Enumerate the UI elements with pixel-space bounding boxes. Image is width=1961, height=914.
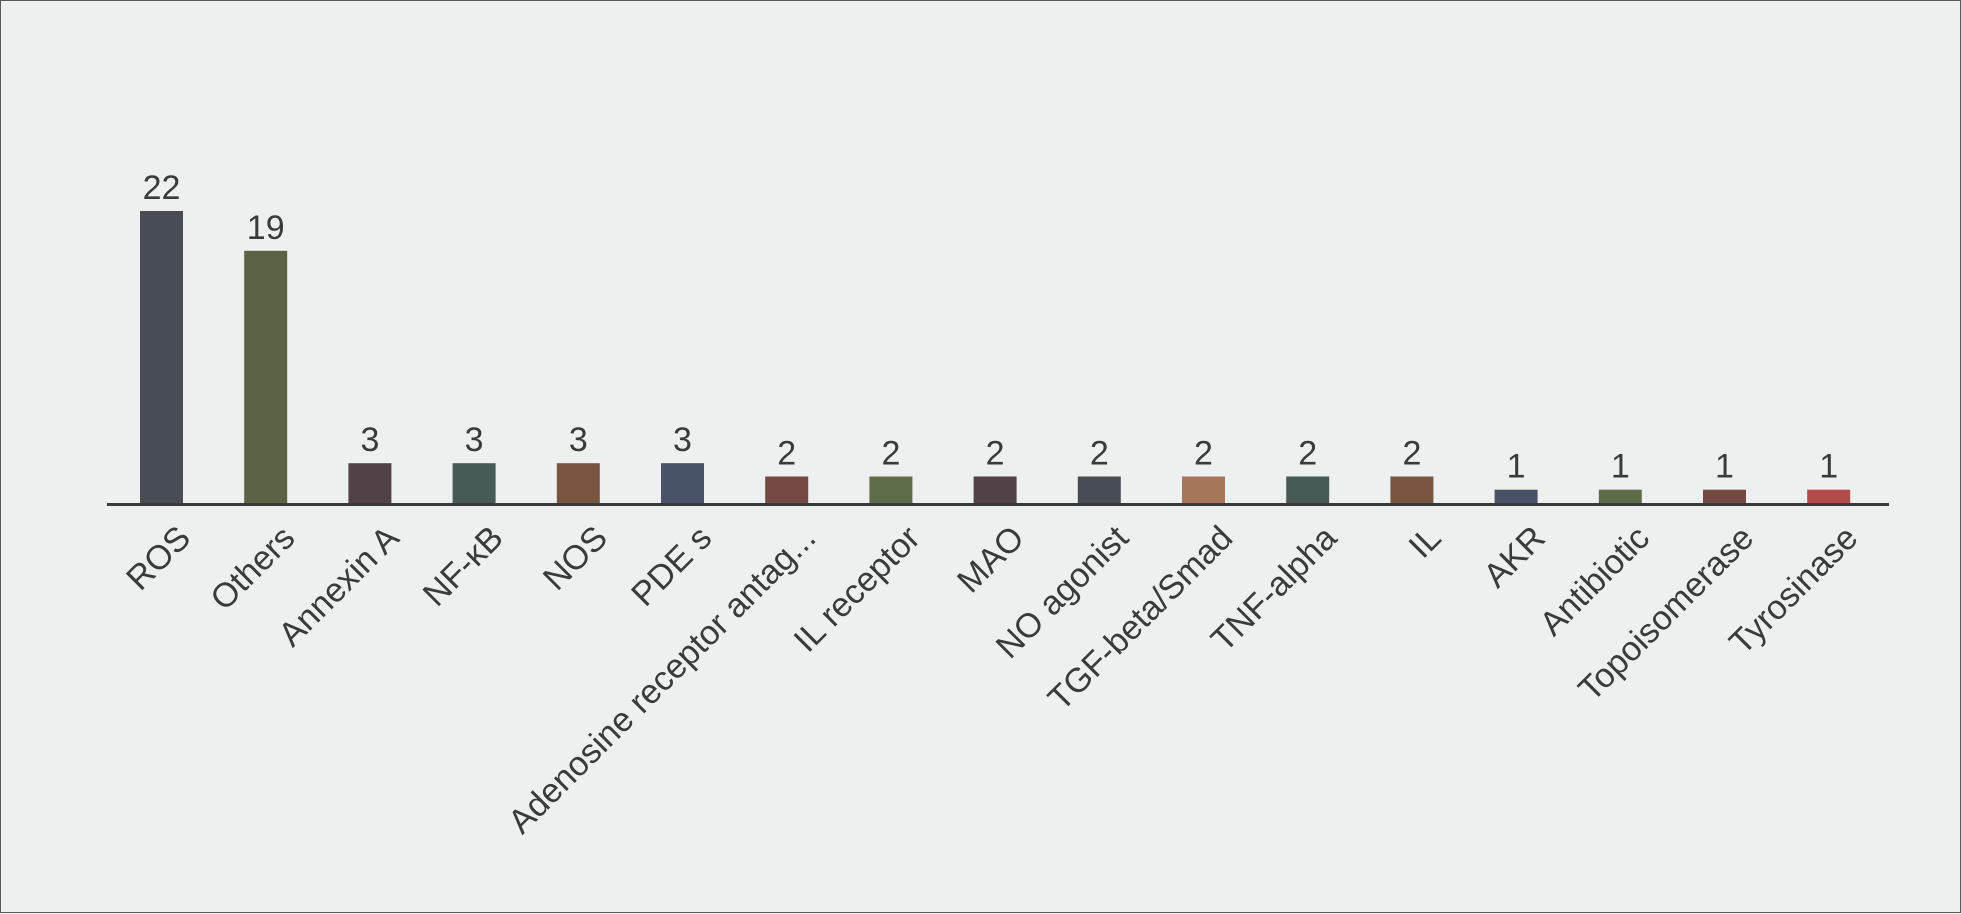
data-label: 3	[360, 421, 379, 459]
bars-group	[140, 211, 1851, 503]
data-label: 3	[673, 421, 692, 459]
data-label: 3	[465, 421, 484, 459]
x-tick-label: ROS	[119, 519, 198, 598]
bar	[348, 463, 392, 503]
data-label: 1	[1507, 448, 1526, 486]
bar	[1807, 489, 1851, 503]
data-label: 2	[1402, 435, 1421, 473]
data-label: 2	[986, 435, 1005, 473]
bar	[1390, 476, 1434, 503]
bar	[973, 476, 1017, 503]
x-tick-label: NF-κB	[416, 519, 511, 614]
data-label: 2	[777, 435, 796, 473]
bar	[1494, 489, 1538, 503]
data-label: 2	[1298, 435, 1317, 473]
data-label: 2	[1194, 435, 1213, 473]
x-tick-label: MAO	[950, 519, 1032, 601]
data-label: 1	[1715, 448, 1734, 486]
bar	[1077, 476, 1121, 503]
data-label: 1	[1611, 448, 1630, 486]
bar	[556, 463, 600, 503]
bar	[1703, 489, 1746, 503]
data-label: 2	[881, 435, 900, 473]
x-tick-label: AKR	[1476, 519, 1552, 595]
x-tick-label: TGF-beta/Smad	[1041, 519, 1240, 718]
x-tick-label: PDE s	[624, 519, 719, 614]
x-tick-label: Topoisomerase	[1571, 519, 1761, 709]
data-label: 19	[247, 209, 285, 247]
x-tick-label: Others	[203, 519, 302, 618]
bar	[869, 476, 913, 503]
bar	[244, 250, 288, 503]
data-label: 3	[569, 421, 588, 459]
data-label: 2	[1090, 435, 1109, 473]
bar	[1182, 476, 1225, 503]
data-label: 1	[1819, 448, 1838, 486]
bar	[1286, 476, 1330, 503]
bar	[452, 463, 496, 503]
bar	[1598, 489, 1642, 503]
x-tick-label: IL	[1402, 519, 1449, 566]
data-label: 22	[143, 169, 181, 207]
bar	[140, 211, 183, 503]
x-tick-label: NOS	[536, 519, 615, 598]
bar	[765, 476, 809, 503]
bar	[661, 463, 704, 503]
